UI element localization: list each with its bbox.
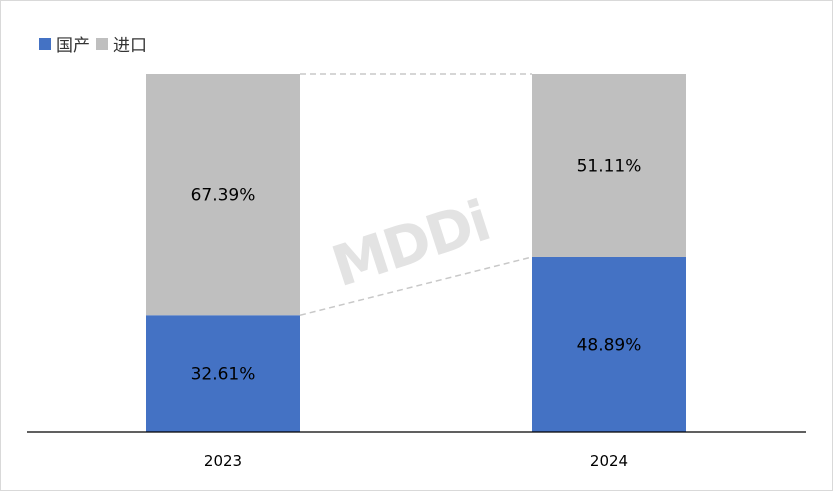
legend-item-imported: 进口 — [96, 31, 147, 56]
bar-domestic-2024 — [532, 256, 686, 432]
x-tick-label-2023: 2023 — [204, 452, 242, 470]
legend-swatch-domestic — [39, 37, 51, 50]
watermark-text: MDDi — [324, 189, 496, 300]
legend-item-domestic: 国产 — [39, 31, 90, 56]
bar-domestic-2023 — [146, 315, 300, 432]
data-label-imported-2023: 67.39% — [191, 186, 256, 206]
legend-swatch-imported — [96, 37, 108, 50]
legend-label-domestic: 国产 — [56, 36, 90, 56]
data-label-domestic-2024: 48.89% — [577, 335, 642, 355]
legend: 国产 进口 — [39, 31, 153, 56]
data-label-imported-2024: 51.11% — [577, 156, 642, 176]
data-label-domestic-2023: 32.61% — [191, 365, 256, 385]
bar-imported-2024 — [532, 74, 686, 257]
bar-imported-2023 — [146, 74, 300, 316]
x-tick-label-2024: 2024 — [590, 452, 628, 470]
legend-label-imported: 进口 — [113, 36, 147, 56]
